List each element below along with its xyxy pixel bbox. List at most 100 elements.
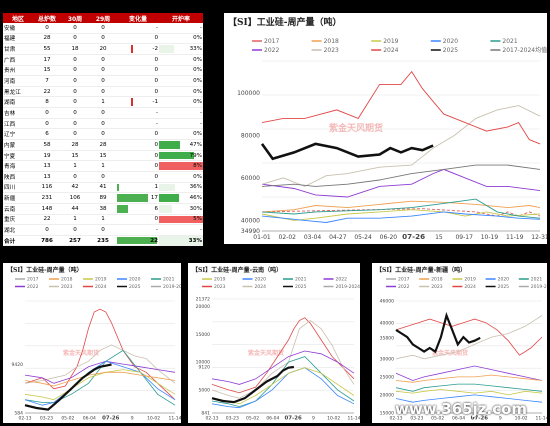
cell-total: 55 — [33, 43, 61, 55]
cell-text: 55 — [43, 46, 51, 53]
series-line-2022 — [24, 360, 176, 384]
legend-label: 2025 — [498, 284, 510, 290]
legend-label: 2019-2024均值 — [163, 283, 181, 290]
cell-text: 28 — [43, 35, 51, 42]
series-line-2019 — [261, 209, 541, 221]
legend-label: 2020 — [498, 277, 510, 283]
rate-bar — [159, 204, 173, 213]
cell-rate: 79% — [159, 150, 203, 162]
cell-text: 0 — [101, 120, 105, 127]
cell-rate: 0% — [159, 171, 203, 183]
y-tick-label: 20000 — [380, 393, 394, 399]
cell-change: 0 — [117, 86, 159, 98]
cell-text: 22 — [43, 88, 51, 95]
header-cell: 开炉率 — [159, 13, 203, 23]
cell-total: 148 — [33, 203, 61, 215]
cell-w29: 41 — [89, 182, 117, 194]
cell-change: 0 — [117, 128, 159, 141]
cell-w29: 28 — [89, 139, 117, 151]
cell-text: 0 — [73, 78, 77, 85]
cell-text: - — [199, 120, 202, 127]
cell-w30: 0 — [61, 96, 89, 109]
x-tick-label: 03-04 — [304, 234, 322, 241]
cell-rate: 36% — [159, 182, 203, 194]
cell-w29: 0 — [89, 128, 117, 141]
cell-text: 0 — [73, 99, 77, 106]
series-line-2025 — [260, 142, 434, 161]
cell-text: 22 — [43, 216, 51, 223]
x-tick-label: 11-14 — [347, 416, 360, 422]
series-line-2022 — [395, 365, 543, 381]
cell-total: 13 — [33, 160, 61, 172]
cell-text: 0 — [154, 78, 158, 85]
x-tick-label: 09-17 — [455, 234, 473, 241]
cell-rate: 0% — [159, 96, 203, 109]
x-tick-label: 15 — [435, 234, 443, 241]
legend-label: 2021 — [295, 277, 307, 283]
cell-text: 0 — [154, 163, 158, 170]
cell-w30: 0 — [61, 118, 89, 130]
y-tick-label: 15000 — [380, 411, 394, 417]
cell-w29: 0 — [89, 33, 117, 45]
x-tick-label: 06-20 — [380, 234, 398, 241]
cell-text: 79% — [189, 152, 202, 159]
cell-rate: 5% — [159, 214, 203, 226]
change-bar — [117, 194, 148, 202]
cell-w29: 89 — [89, 192, 117, 204]
cell-text: 0% — [193, 35, 202, 42]
cell-region: 辽宁 — [3, 128, 33, 141]
cell-total: 0 — [33, 107, 61, 119]
table-row: 辽宁 6 0 0 0 0% — [3, 128, 203, 141]
cell-change: 0 — [117, 171, 159, 183]
chart-title: 【SI】工业硅-周产量（吨） — [228, 18, 342, 28]
cell-change: 17 — [117, 192, 159, 204]
cell-text: 1 — [101, 216, 105, 223]
cell-total: 0 — [33, 118, 61, 130]
series-line-2017 — [261, 208, 541, 217]
legend-label: 2020 — [129, 277, 141, 283]
change-bar — [131, 45, 133, 53]
y-tick-label: 9120 — [199, 365, 211, 371]
series-line-2019 — [24, 369, 176, 401]
y-tick-label: 10000 — [196, 360, 210, 366]
legend-label: 2023 — [324, 47, 339, 54]
legend-label: 2024 — [95, 284, 107, 290]
y-tick-label: 25000 — [380, 374, 394, 380]
cell-text: - — [155, 24, 158, 31]
cell-rate: - — [159, 224, 203, 236]
series-line-2024 — [211, 319, 355, 399]
change-bar — [117, 204, 128, 213]
series-line-2019 — [395, 389, 543, 396]
x-tick-label: 11-14 — [168, 416, 181, 422]
cell-w29: 0 — [89, 171, 117, 183]
cell-text: 0% — [193, 88, 202, 95]
cell-change: -1 — [117, 96, 159, 109]
table-row: 贵州 15 0 0 0 0% — [3, 65, 203, 77]
table-row: 江西 0 0 0 - - — [3, 118, 203, 130]
cell-text: 58 — [43, 141, 51, 148]
cell-text: 0 — [73, 173, 77, 180]
cell-text: 1 — [101, 99, 105, 106]
cell-region: 重庆 — [3, 214, 33, 226]
y-tick-label: 841 — [201, 411, 210, 417]
y-tick-label: 584 — [14, 411, 23, 417]
cell-change: 0 — [117, 65, 159, 77]
table-row: 新疆 231 106 89 17 46% — [3, 192, 203, 204]
series-line-2022 — [211, 350, 355, 385]
cell-text: - — [199, 226, 202, 233]
cell-rate: 0% — [159, 54, 203, 66]
cell-change: 0 — [117, 139, 159, 151]
legend-label: 2019-2024均值 — [531, 283, 547, 290]
cell-text: 广西 — [4, 57, 16, 64]
cell-text: 30% — [189, 205, 202, 212]
cell-w30: 0 — [61, 224, 89, 236]
site-watermark: www.365jz.com — [395, 400, 528, 418]
cell-text: 新疆 — [4, 196, 16, 203]
x-tick-label: 9 — [131, 416, 134, 422]
header-cell: 总炉数 — [33, 13, 61, 23]
x-tick-label: 10-02 — [515, 416, 528, 422]
legend-label: 2017 — [398, 277, 410, 283]
cell-w29: 0 — [89, 107, 117, 119]
small-chart-yunnan-svg: 2019 2020 2021 2022 2023 2024 2025 2019-2024均值 2… — [196, 277, 360, 422]
legend-label: 2023 — [431, 284, 443, 290]
